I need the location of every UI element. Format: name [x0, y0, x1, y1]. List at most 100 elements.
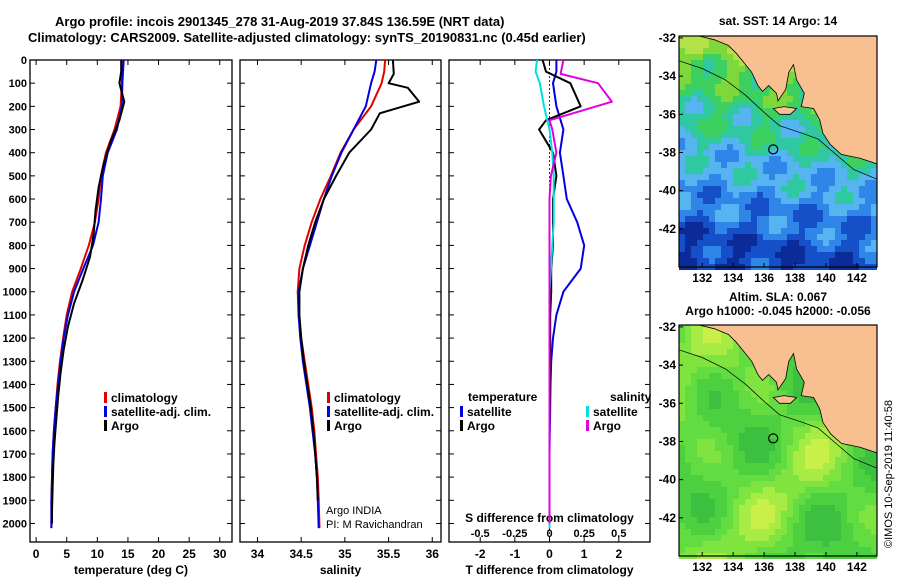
map-cell — [787, 541, 793, 547]
map-cell — [685, 409, 691, 415]
map-cell — [709, 78, 715, 84]
map-cell — [805, 114, 811, 120]
map-cell — [709, 186, 715, 192]
map-cell — [745, 385, 751, 391]
map-cell — [703, 451, 709, 457]
map-cell — [679, 445, 685, 451]
map-cell — [679, 114, 685, 120]
map-cell — [733, 427, 739, 433]
map-cell — [697, 216, 703, 222]
map-cell — [757, 234, 763, 240]
map-cell — [715, 48, 721, 54]
map-cell — [703, 487, 709, 493]
map-cell — [793, 439, 799, 445]
map-cell — [763, 499, 769, 505]
map-cell — [715, 337, 721, 343]
map-cell — [727, 210, 733, 216]
map-cell — [709, 397, 715, 403]
map-cell — [811, 439, 817, 445]
map-cell — [721, 493, 727, 499]
map-cell — [733, 240, 739, 246]
legend-label-argo: Argo — [111, 419, 139, 433]
map-cell — [703, 54, 709, 60]
map-cell — [799, 541, 805, 547]
map-cell — [787, 427, 793, 433]
map-cell — [757, 90, 763, 96]
map-cell — [859, 535, 865, 541]
map-cell — [817, 120, 823, 126]
map-cell — [763, 204, 769, 210]
map-cell — [853, 234, 859, 240]
map-cell — [793, 421, 799, 427]
map-cell — [685, 126, 691, 132]
x-tick-label: 34.5 — [289, 547, 313, 561]
map-cell — [733, 505, 739, 511]
map-cell — [775, 228, 781, 234]
map-cell — [817, 150, 823, 156]
x-tick-label: -2 — [475, 547, 486, 561]
map-cell — [841, 463, 847, 469]
map-cell — [727, 367, 733, 373]
map-cell — [721, 529, 727, 535]
map-cell — [751, 210, 757, 216]
map-cell — [811, 126, 817, 132]
map-cell — [679, 547, 685, 553]
map-cell — [697, 451, 703, 457]
map-cell — [679, 138, 685, 144]
map-cell — [853, 162, 859, 168]
x2-tick-label: -0.5 — [471, 528, 490, 540]
map-cell — [859, 180, 865, 186]
map-cell — [847, 252, 853, 258]
map-cell — [781, 541, 787, 547]
map-cell — [727, 192, 733, 198]
map-cell — [733, 126, 739, 132]
map-cell — [793, 228, 799, 234]
map-cell — [745, 240, 751, 246]
map-cell — [829, 547, 835, 553]
lon-tick-label: 134 — [723, 560, 743, 574]
map-cell — [709, 252, 715, 258]
map-cell — [691, 252, 697, 258]
map-cell — [745, 138, 751, 144]
map-cell — [769, 90, 775, 96]
map-cell — [853, 240, 859, 246]
map-cell — [781, 451, 787, 457]
map-cell — [871, 222, 877, 228]
map-cell — [853, 252, 859, 258]
map-cell — [709, 517, 715, 523]
map-cell — [703, 108, 709, 114]
lat-tick-label: -42 — [659, 511, 677, 525]
map-cell — [817, 252, 823, 258]
map-cell — [829, 469, 835, 475]
map-cell — [685, 355, 691, 361]
map-cell — [709, 168, 715, 174]
map-cell — [811, 481, 817, 487]
lat-tick-label: -40 — [659, 184, 677, 198]
map-cell — [727, 427, 733, 433]
map-cell — [793, 367, 799, 373]
map-cell — [733, 517, 739, 523]
map-cell — [739, 228, 745, 234]
map-cell — [727, 469, 733, 475]
map-cell — [781, 132, 787, 138]
map-cell — [805, 216, 811, 222]
map-cell — [781, 198, 787, 204]
sla-map-title: Altim. SLA: 0.067 — [729, 290, 827, 304]
lat-tick-label: -34 — [659, 358, 677, 372]
map-cell — [691, 216, 697, 222]
map-cell — [703, 463, 709, 469]
map-cell — [781, 228, 787, 234]
temperature-legend: climatology satellite-adj. clim. Argo — [104, 391, 211, 433]
map-cell — [757, 475, 763, 481]
depth-tick-label: 1600 — [3, 426, 27, 438]
map-cell — [715, 481, 721, 487]
map-cell — [871, 535, 877, 541]
map-cell — [733, 96, 739, 102]
map-cell — [703, 367, 709, 373]
map-cell — [679, 42, 685, 48]
map-cell — [817, 198, 823, 204]
map-cell — [793, 222, 799, 228]
map-cell — [835, 234, 841, 240]
map-cell — [727, 403, 733, 409]
difference-legend: temperature salinity satellite Argo sate… — [460, 390, 652, 433]
